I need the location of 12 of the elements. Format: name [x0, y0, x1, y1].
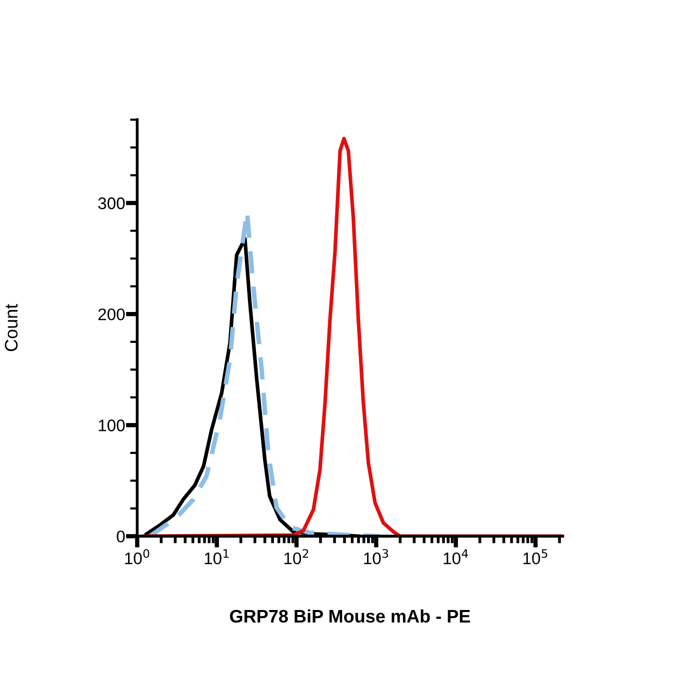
x-tick-label: 10$^{3}$ — [364, 549, 388, 564]
x-axis-title: GRP78 BiP Mouse mAb - PE — [230, 609, 470, 623]
y-tick-label: 300 — [98, 197, 125, 210]
y-axis-title: Count — [4, 304, 18, 352]
x-tick-label: 10$^{5}$ — [523, 549, 548, 564]
x-tick-label: 10$^{2}$ — [284, 549, 308, 564]
x-tick-label: 10$^{1}$ — [204, 549, 229, 564]
y-tick-label: 0 — [116, 530, 125, 542]
y-tick-label: 100 — [98, 420, 125, 432]
y-tick-label: 200 — [98, 308, 125, 320]
x-tick-label: 10$^{4}$ — [444, 549, 468, 564]
x-tick-label: 10$^{0}$ — [125, 549, 150, 564]
